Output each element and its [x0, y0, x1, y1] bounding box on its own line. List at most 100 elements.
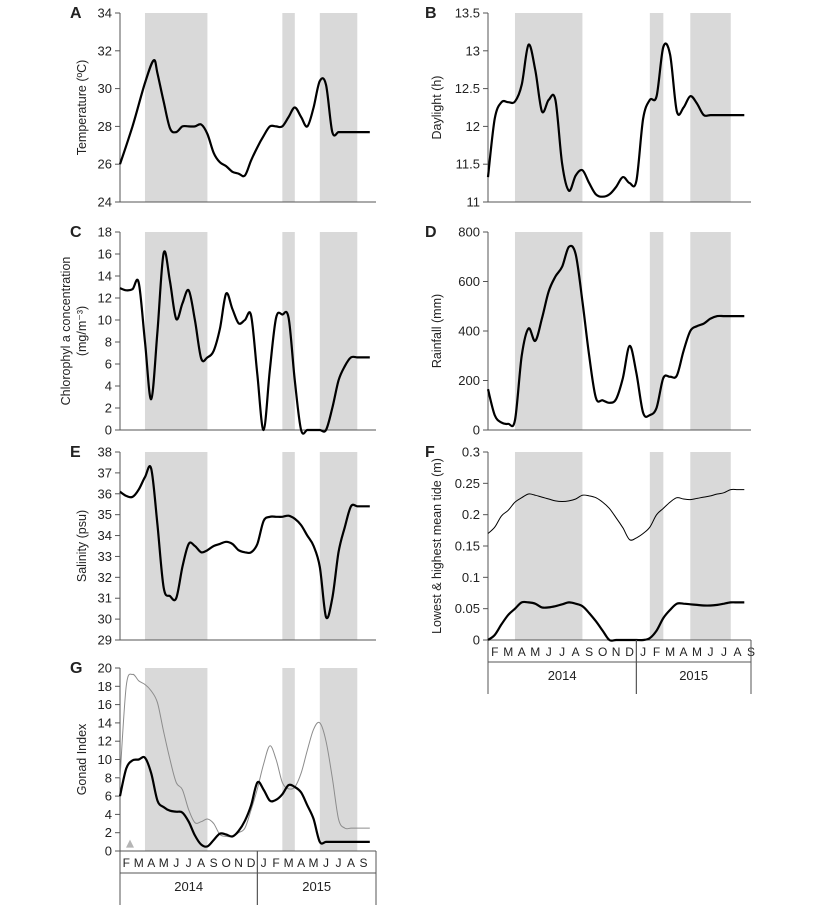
- panel-a: 24 26 28 30 32 34 Temperature (ºC) A: [70, 5, 376, 210]
- y-tick-label: 800: [458, 225, 480, 240]
- y-tick-label: 200: [458, 373, 480, 388]
- y-tick-label: 8: [105, 770, 112, 785]
- y-tick-label: 30: [98, 612, 112, 627]
- y-tick-label: 29: [98, 633, 112, 648]
- y-tick-label: 0: [105, 844, 112, 859]
- y-tick-label: 0.25: [455, 476, 480, 491]
- month-tick-label: M: [530, 645, 540, 659]
- month-tick-label: J: [261, 856, 267, 870]
- y-tick-label: 20: [98, 661, 112, 676]
- month-tick-label: M: [134, 856, 144, 870]
- y-axis-label: Gonad Index: [75, 723, 89, 795]
- month-tick-label: J: [708, 645, 714, 659]
- y-tick-label: 11.5: [456, 157, 480, 172]
- month-tick-label: J: [721, 645, 727, 659]
- y-tick-label: 26: [98, 157, 112, 172]
- panel-b: 11 11.5 12 12.5 13 13.5 Daylight (h) B: [425, 5, 751, 210]
- month-tick-label: M: [665, 645, 675, 659]
- shaded-band: [282, 232, 295, 430]
- y-axis-label: Lowest & highest mean tide (m): [430, 458, 444, 634]
- y-tick-label: 0.05: [455, 601, 480, 616]
- y-tick-label: 31: [98, 591, 112, 606]
- year-label: 2014: [548, 668, 577, 683]
- shaded-band: [144, 452, 208, 640]
- month-tick-label: M: [159, 856, 169, 870]
- year-label: 2015: [679, 668, 708, 683]
- y-tick-label: 35: [98, 507, 112, 522]
- month-tick-label: J: [336, 856, 342, 870]
- shaded-band: [690, 452, 731, 640]
- y-tick-label: 0: [105, 423, 112, 438]
- month-tick-label: N: [612, 645, 621, 659]
- month-tick-label: J: [546, 645, 552, 659]
- month-tick-label: M: [503, 645, 513, 659]
- y-tick-label: 14: [98, 269, 112, 284]
- y-tick-label: 37: [98, 465, 112, 480]
- panel-d: 0 200 400 600 800 Rainfall (mm) D: [425, 224, 751, 438]
- shaded-band: [144, 13, 208, 202]
- panel-letter: A: [70, 5, 82, 22]
- shaded-band: [282, 452, 295, 640]
- y-axis-label: Salinity (psu): [75, 510, 89, 582]
- shaded-band: [649, 232, 664, 430]
- y-tick-label: 0.15: [455, 539, 480, 554]
- y-axis-label: Temperature (ºC): [75, 60, 89, 156]
- month-tick-label: F: [123, 856, 130, 870]
- y-tick-label: 11: [467, 195, 481, 210]
- month-tick-label: J: [186, 856, 192, 870]
- y-tick-label: 18: [98, 679, 112, 694]
- series-line: [487, 488, 745, 541]
- y-tick-label: 6: [105, 789, 112, 804]
- y-tick-label: 0.1: [462, 570, 480, 585]
- shaded-band: [649, 13, 664, 202]
- shaded-band: [514, 452, 583, 640]
- y-tick-label: 0: [473, 423, 480, 438]
- month-tick-label: A: [680, 645, 688, 659]
- shaded-band: [649, 452, 664, 640]
- shaded-band: [514, 232, 583, 430]
- series-line: [119, 465, 370, 620]
- panel-e: 29 30 31 32 33 34 35 36 37 38 Salinity (psu) E: [70, 444, 376, 648]
- y-tick-label: 14: [98, 715, 112, 730]
- y-tick-label: 12.5: [455, 81, 480, 96]
- panel-c: 0 2 4 6 8 10 12 14 16 18 Chlorophyl a concentratio…: [59, 224, 376, 438]
- shaded-band: [319, 13, 358, 202]
- shaded-band: [514, 13, 583, 202]
- y-tick-label: 0: [473, 633, 480, 648]
- y-tick-label: 13: [466, 43, 480, 58]
- series-line: [118, 59, 370, 178]
- month-tick-label: S: [585, 645, 593, 659]
- series-line: [487, 600, 745, 642]
- y-tick-label: 32: [98, 43, 112, 58]
- y-tick-label: 10: [98, 313, 112, 328]
- month-tick-label: J: [559, 645, 565, 659]
- month-tick-label: A: [297, 856, 305, 870]
- triangle-marker: [126, 839, 134, 848]
- y-tick-label: 34: [98, 528, 112, 543]
- shaded-band: [690, 232, 731, 430]
- month-tick-label: F: [653, 645, 660, 659]
- panel-letter: G: [70, 660, 82, 677]
- month-tick-label: J: [173, 856, 179, 870]
- y-tick-label: 6: [105, 357, 112, 372]
- y-tick-label: 13.5: [455, 6, 480, 21]
- shaded-band: [282, 13, 295, 202]
- month-tick-label: A: [197, 856, 205, 870]
- panel-letter: D: [425, 224, 437, 241]
- month-tick-label: S: [360, 856, 368, 870]
- series-line: [486, 244, 745, 428]
- shaded-band: [319, 232, 358, 430]
- panel-letter: C: [70, 224, 82, 241]
- y-tick-label: 30: [98, 81, 112, 96]
- y-tick-label: 24: [98, 195, 112, 210]
- y-tick-label: 16: [98, 697, 112, 712]
- y-tick-label: 16: [98, 247, 112, 262]
- y-tick-label: 12: [98, 291, 112, 306]
- month-tick-label: S: [210, 856, 218, 870]
- month-tick-label: A: [572, 645, 580, 659]
- month-tick-label: M: [692, 645, 702, 659]
- series-line: [118, 755, 370, 848]
- y-tick-label: 4: [105, 379, 112, 394]
